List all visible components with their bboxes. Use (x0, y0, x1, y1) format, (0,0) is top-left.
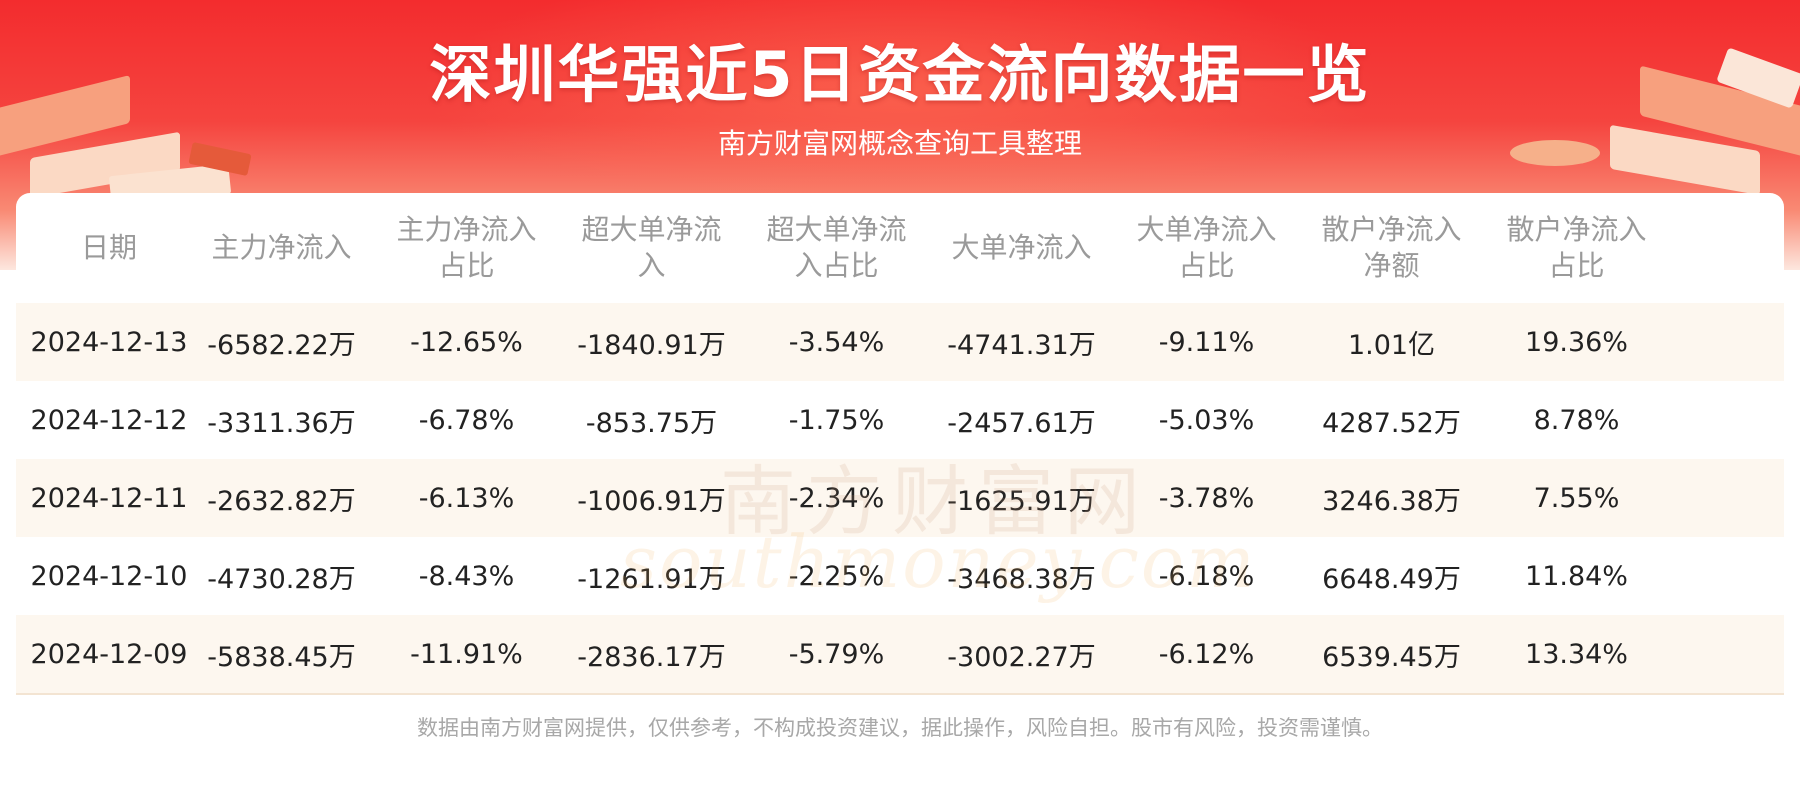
cell-super-large-inflow: -1261.91万 (577, 563, 726, 595)
cell-main-inflow: -4730.28万 (207, 563, 356, 595)
cell-main-inflow: -3311.36万 (207, 407, 356, 439)
column-header-retail-ratio: 散户净流入 占比 (1506, 213, 1647, 282)
cell-retail-inflow: 4287.52万 (1322, 407, 1461, 439)
cell-main-inflow: -5838.45万 (207, 641, 356, 673)
column-header-large-ratio: 大单净流入 占比 (1136, 213, 1277, 282)
cell-super-large-ratio: -3.54% (788, 326, 885, 358)
cell-date: 2024-12-12 (30, 404, 188, 436)
cell-large-ratio: -3.78% (1158, 482, 1255, 514)
column-header-retail-inflow: 散户净流入 净额 (1321, 213, 1462, 282)
table-row: 2024-12-12 -3311.36万 -6.78% -853.75万 -1.… (16, 381, 1784, 459)
column-header-super-large-inflow: 超大单净流 入 (581, 213, 722, 282)
decor-shape (1510, 140, 1600, 166)
banner-glow (420, 0, 1380, 220)
cell-retail-inflow: 6539.45万 (1322, 641, 1461, 673)
cell-retail-inflow: 6648.49万 (1322, 563, 1461, 595)
cell-main-ratio: -11.91% (410, 638, 523, 670)
cell-main-ratio: -6.13% (418, 482, 515, 514)
cell-super-large-inflow: -2836.17万 (577, 641, 726, 673)
cell-date: 2024-12-13 (30, 326, 188, 358)
cell-large-ratio: -6.18% (1158, 560, 1255, 592)
disclaimer-text: 数据由南方财富网提供，仅供参考，不构成投资建议，据此操作，风险自担。股市有风险，… (417, 716, 1383, 740)
cell-super-large-inflow: -1840.91万 (577, 329, 726, 361)
table-row: 2024-12-13 -6582.22万 -12.65% -1840.91万 -… (16, 303, 1784, 381)
cell-super-large-inflow: -853.75万 (585, 407, 718, 439)
cell-super-large-inflow: -1006.91万 (577, 485, 726, 517)
page-subtitle: 南方财富网概念查询工具整理 (717, 127, 1082, 160)
cell-retail-inflow: 3246.38万 (1322, 485, 1461, 517)
cell-large-inflow: -3002.27万 (947, 641, 1096, 673)
cell-main-inflow: -6582.22万 (207, 329, 356, 361)
table-header: 日期 主力净流入 主力净流入 占比 超大单净流 入 超大单净流 入占比 大单净流… (16, 193, 1784, 303)
cell-retail-ratio: 8.78% (1533, 404, 1620, 436)
cell-main-ratio: -12.65% (410, 326, 523, 358)
cell-super-large-ratio: -2.34% (788, 482, 885, 514)
cell-large-inflow: -3468.38万 (947, 563, 1096, 595)
column-header-super-large-ratio: 超大单净流 入占比 (766, 213, 907, 282)
data-table-card: 日期 主力净流入 主力净流入 占比 超大单净流 入 超大单净流 入占比 大单净流… (16, 193, 1784, 693)
page-title: 深圳华强近5日资金流向数据一览 (429, 38, 1371, 111)
table-body: 2024-12-13 -6582.22万 -12.65% -1840.91万 -… (16, 303, 1784, 693)
cell-super-large-ratio: -1.75% (788, 404, 885, 436)
cell-date: 2024-12-09 (30, 638, 188, 670)
cell-retail-ratio: 19.36% (1525, 326, 1628, 358)
cell-large-ratio: -6.12% (1158, 638, 1255, 670)
cell-large-inflow: -2457.61万 (947, 407, 1096, 439)
cell-large-inflow: -4741.31万 (947, 329, 1096, 361)
table-row: 2024-12-09 -5838.45万 -11.91% -2836.17万 -… (16, 615, 1784, 693)
cell-main-ratio: -6.78% (418, 404, 515, 436)
cell-date: 2024-12-10 (30, 560, 188, 592)
footer-divider (16, 693, 1784, 695)
cell-date: 2024-12-11 (30, 482, 188, 514)
cell-main-ratio: -8.43% (418, 560, 515, 592)
cell-main-inflow: -2632.82万 (207, 485, 356, 517)
column-header-main-inflow: 主力净流入 (211, 231, 352, 264)
column-header-main-ratio: 主力净流入 占比 (396, 213, 537, 282)
cell-large-inflow: -1625.91万 (947, 485, 1096, 517)
table-row: 2024-12-10 -4730.28万 -8.43% -1261.91万 -2… (16, 537, 1784, 615)
table-row: 2024-12-11 -2632.82万 -6.13% -1006.91万 -2… (16, 459, 1784, 537)
cell-retail-ratio: 11.84% (1525, 560, 1628, 592)
cell-retail-ratio: 13.34% (1525, 638, 1628, 670)
cell-super-large-ratio: -5.79% (788, 638, 885, 670)
column-header-large-inflow: 大单净流入 (951, 231, 1092, 264)
cell-large-ratio: -9.11% (1158, 326, 1255, 358)
cell-super-large-ratio: -2.25% (788, 560, 885, 592)
cell-retail-ratio: 7.55% (1533, 482, 1620, 514)
header-banner: 深圳华强近5日资金流向数据一览 南方财富网概念查询工具整理 (0, 0, 1800, 270)
cell-large-ratio: -5.03% (1158, 404, 1255, 436)
column-header-date: 日期 (80, 231, 137, 264)
cell-retail-inflow: 1.01亿 (1347, 329, 1436, 361)
